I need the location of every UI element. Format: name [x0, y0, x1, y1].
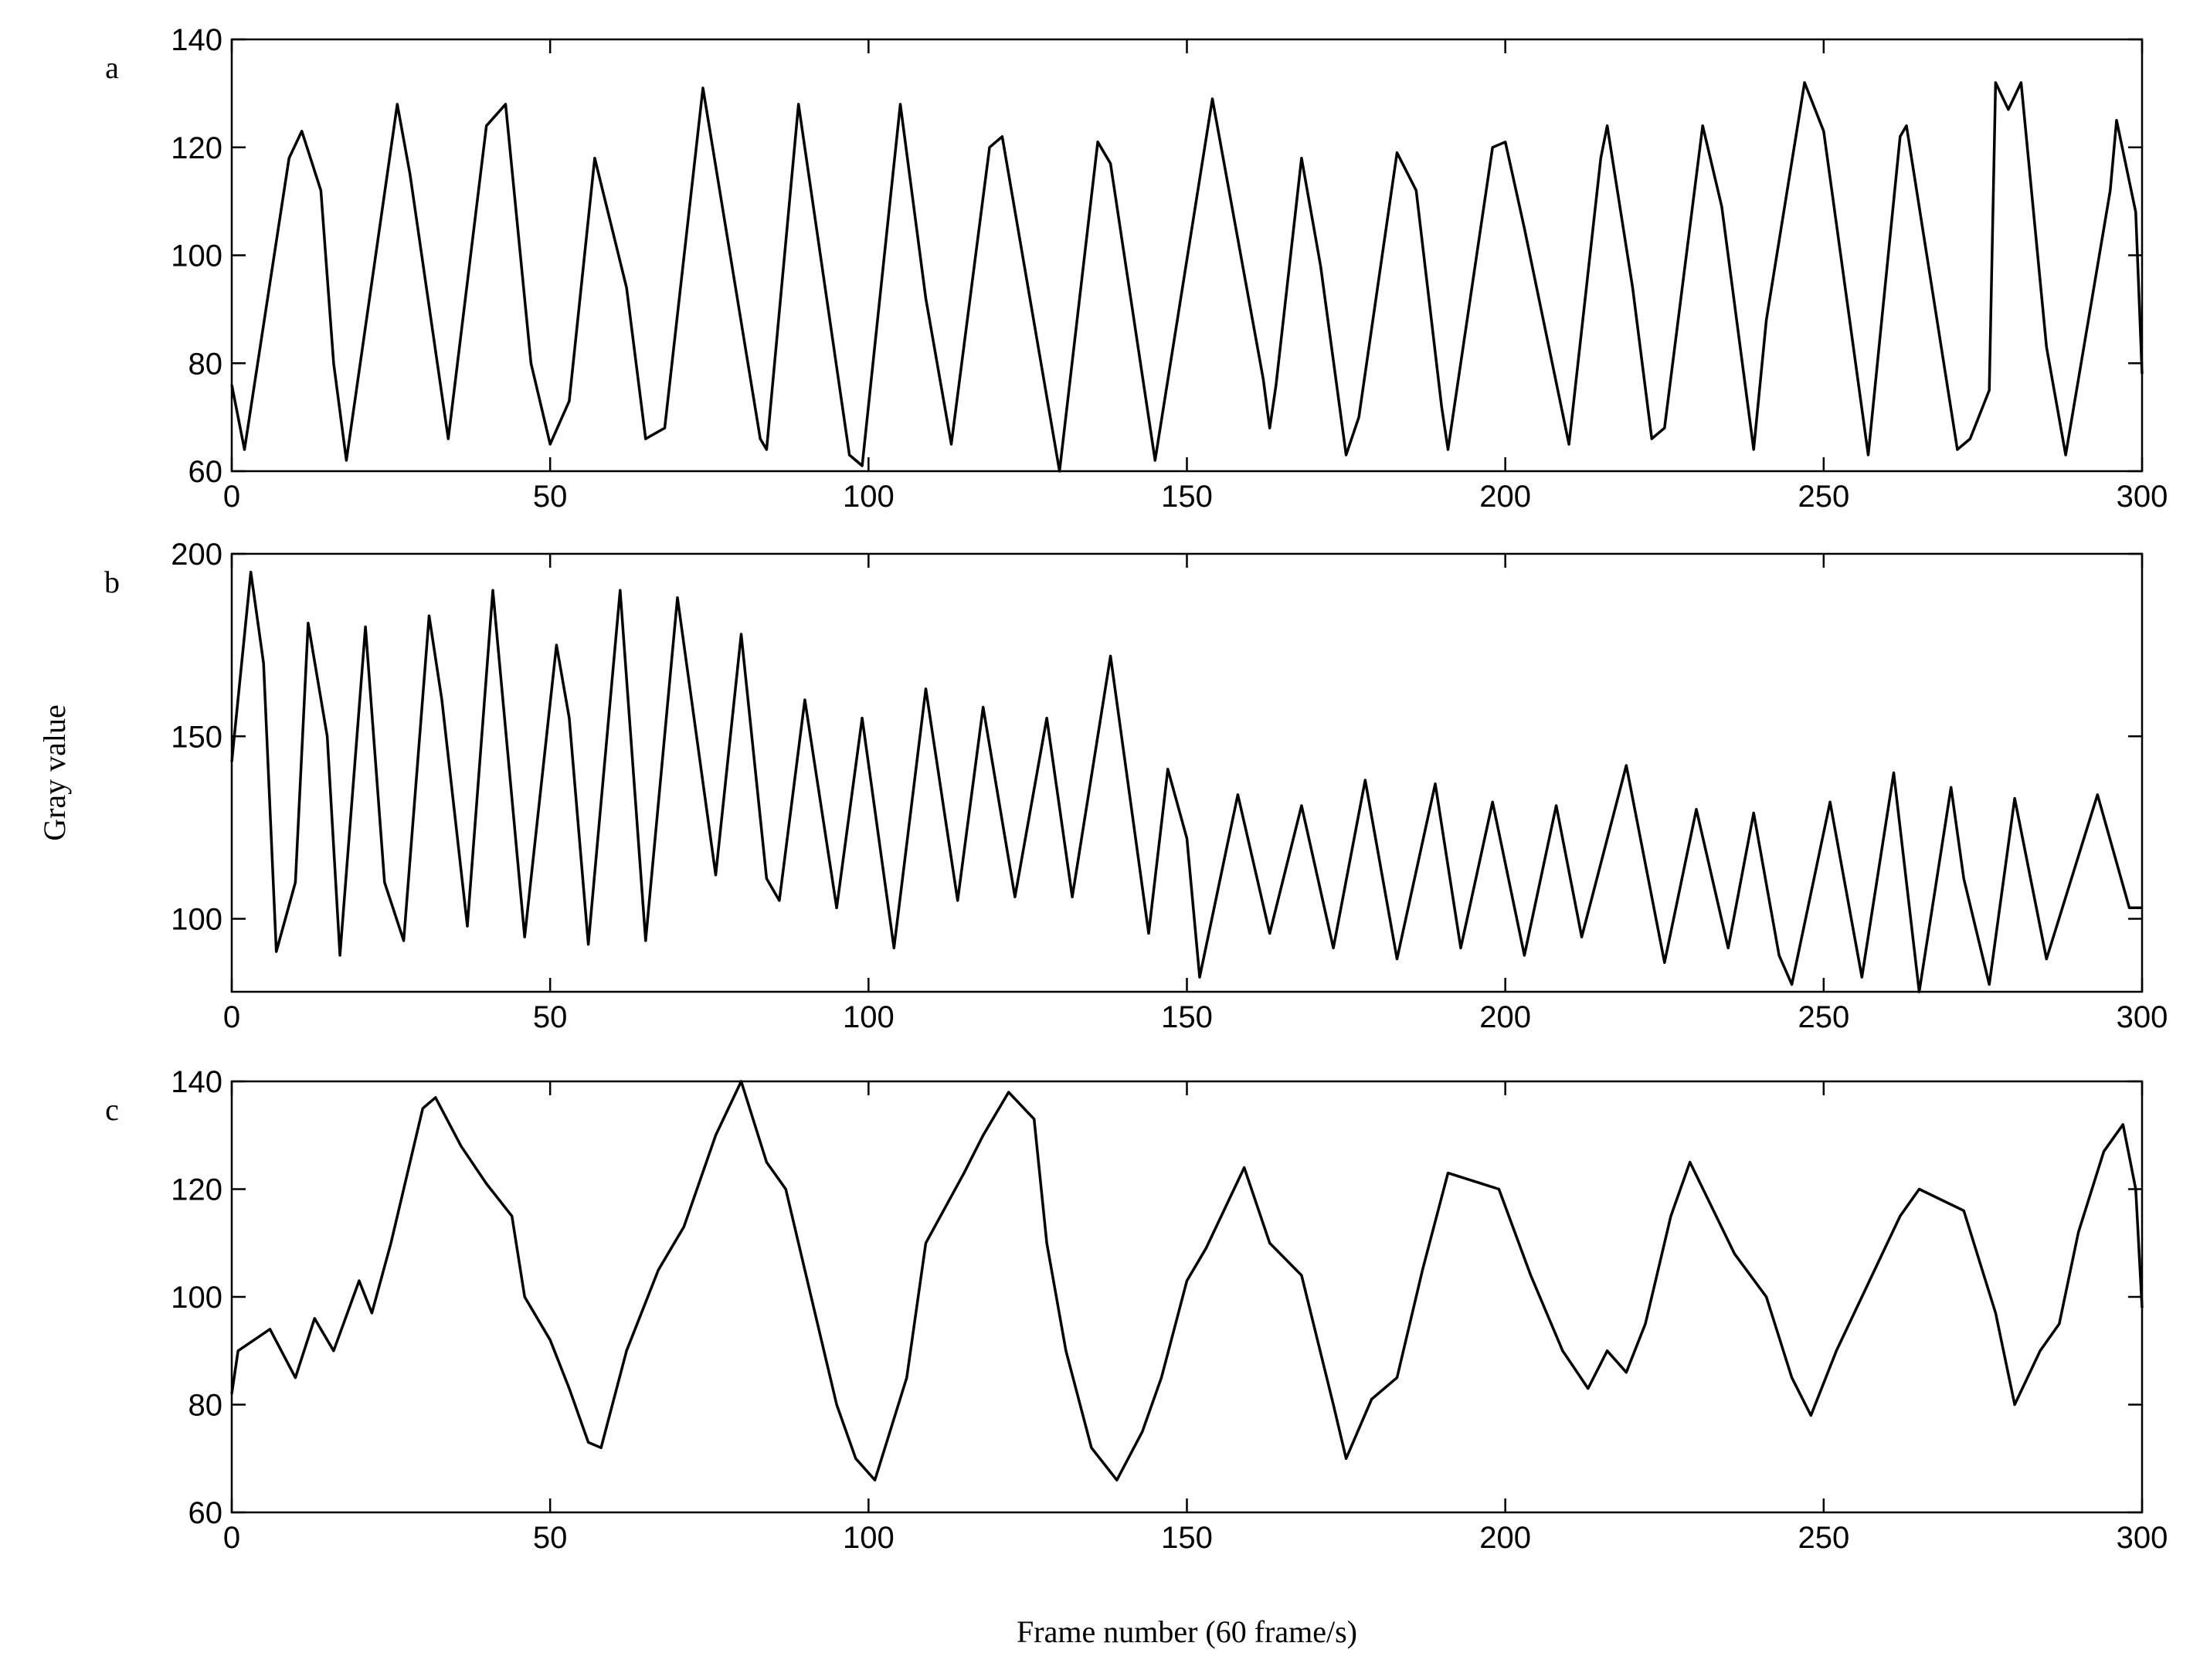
- data-line: [230, 81, 2144, 473]
- y-axis-label: Gray value: [37, 704, 72, 841]
- y-tick-label: 100: [171, 239, 222, 273]
- y-tick-label: 80: [188, 1389, 223, 1423]
- y-tick-label: 200: [171, 538, 222, 572]
- x-tick-label: 150: [1161, 1521, 1213, 1555]
- x-tick-label: 300: [2117, 1521, 2168, 1555]
- y-tick-label: 100: [171, 903, 222, 937]
- data-line: [230, 570, 2142, 993]
- y-tick-label: 80: [188, 347, 223, 381]
- x-axis-label: Frame number (60 frame/s): [1017, 1614, 1357, 1649]
- x-tick-label: 300: [2117, 1000, 2168, 1034]
- x-tick-label: 150: [1161, 480, 1213, 514]
- y-tick-label: 140: [171, 1065, 222, 1099]
- y-tick-label: 120: [171, 1173, 222, 1207]
- x-tick-label: 0: [223, 1000, 240, 1034]
- x-tick-label: 200: [1479, 1000, 1531, 1034]
- x-tick-label: 250: [1798, 1521, 1849, 1555]
- y-tick-label: 100: [171, 1281, 222, 1315]
- x-tick-label: 300: [2117, 480, 2168, 514]
- x-tick-label: 250: [1798, 480, 1849, 514]
- panel-label: b: [104, 565, 120, 599]
- x-tick-label: 200: [1479, 480, 1531, 514]
- y-tick-label: 60: [188, 455, 223, 489]
- y-tick-label: 150: [171, 720, 222, 754]
- x-tick-label: 50: [533, 1000, 568, 1034]
- y-tick-label: 120: [171, 131, 222, 165]
- panel-label: a: [105, 50, 119, 85]
- x-tick-label: 0: [223, 480, 240, 514]
- data-line: [230, 1080, 2144, 1481]
- x-tick-label: 250: [1798, 1000, 1849, 1034]
- x-tick-label: 100: [843, 1521, 895, 1555]
- x-tick-label: 100: [843, 1000, 895, 1034]
- y-tick-label: 140: [171, 23, 222, 57]
- x-tick-label: 50: [533, 1521, 568, 1555]
- x-tick-label: 200: [1479, 1521, 1531, 1555]
- panel-label: c: [105, 1092, 119, 1127]
- x-tick-label: 100: [843, 480, 895, 514]
- x-tick-label: 0: [223, 1521, 240, 1555]
- x-tick-label: 50: [533, 480, 568, 514]
- x-tick-label: 150: [1161, 1000, 1213, 1034]
- y-tick-label: 60: [188, 1496, 223, 1530]
